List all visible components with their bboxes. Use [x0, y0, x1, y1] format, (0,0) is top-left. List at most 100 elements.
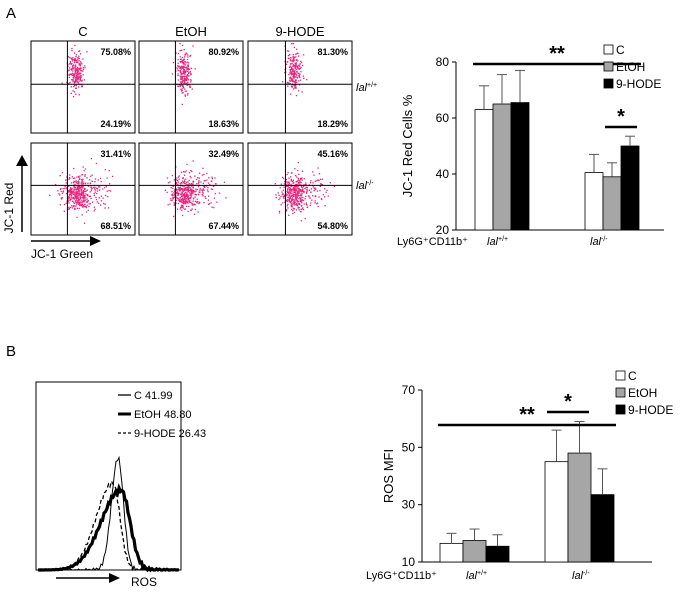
- flow-event-dot: [195, 193, 197, 196]
- flow-event-dot: [85, 199, 87, 201]
- flow-event-dot: [295, 209, 298, 211]
- bar-etoh: [567, 452, 592, 563]
- flow-event-dot: [199, 187, 201, 190]
- flow-event-dot: [81, 194, 83, 196]
- flow-event-dot: [78, 207, 80, 209]
- flow-event-dot: [175, 67, 177, 69]
- flow-event-dot: [196, 183, 198, 185]
- flow-event-dot: [292, 197, 294, 199]
- flow-event-dot: [87, 209, 89, 211]
- flow-event-dot: [94, 191, 96, 193]
- flow-event-dot: [75, 198, 77, 200]
- flow-event-dot: [190, 209, 192, 212]
- flow-event-dot: [181, 49, 183, 51]
- flow-event-dot: [290, 200, 292, 202]
- flow-event-dot: [293, 72, 295, 75]
- flow-event-dot: [70, 189, 72, 191]
- flow-event-dot: [172, 197, 174, 199]
- flow-event-dot: [79, 186, 81, 188]
- flow-event-dot: [182, 197, 184, 199]
- legend-swatch: [603, 44, 614, 55]
- flow-event-dot: [292, 194, 295, 196]
- flow-event-dot: [182, 207, 184, 209]
- flow-event-dot: [302, 199, 305, 201]
- flow-event-dot: [104, 203, 106, 205]
- flow-event-dot: [282, 189, 284, 191]
- flow-event-dot: [70, 190, 72, 193]
- flow-event-dot: [203, 185, 206, 188]
- flow-event-dot: [299, 197, 301, 199]
- flow-event-dot: [181, 56, 184, 59]
- flow-event-dot: [183, 61, 185, 63]
- x-category-label: lal-/-: [590, 236, 608, 248]
- flow-event-dot: [80, 201, 82, 203]
- flow-event-dot: [280, 183, 282, 185]
- flow-event-dot: [84, 200, 86, 202]
- flow-event-dot: [293, 193, 295, 195]
- flow-event-dot: [201, 174, 204, 176]
- flow-event-dot: [199, 202, 201, 204]
- flow-event-dot: [104, 169, 106, 171]
- flow-event-dot: [294, 79, 297, 81]
- flow-event-dot: [69, 177, 71, 180]
- flow-event-dot: [80, 62, 82, 64]
- flow-event-dot: [197, 182, 200, 184]
- flow-event-dot: [180, 67, 182, 69]
- flow-event-dot: [299, 180, 301, 182]
- flow-event-dot: [306, 186, 308, 188]
- flow-event-dot: [295, 68, 298, 71]
- flow-event-dot: [96, 188, 99, 190]
- flow-event-dot: [296, 71, 298, 73]
- flow-event-dot: [108, 189, 110, 192]
- flow-event-dot: [184, 79, 187, 81]
- flow-event-dot: [289, 192, 291, 194]
- flow-event-dot: [92, 186, 95, 189]
- flow-event-dot: [308, 189, 311, 191]
- flow-event-dot: [290, 193, 292, 195]
- flow-event-dot: [173, 202, 175, 204]
- flow-event-dot: [68, 76, 71, 79]
- flow-lower-quadrant-percent: 18.63%: [208, 119, 239, 129]
- flow-event-dot: [327, 195, 329, 197]
- flow-event-dot: [73, 202, 75, 204]
- flow-event-dot: [70, 192, 72, 194]
- flow-event-dot: [287, 191, 289, 193]
- flow-event-dot: [75, 72, 77, 74]
- flow-event-dot: [178, 84, 180, 86]
- flow-event-dot: [78, 63, 80, 65]
- flow-event-dot: [294, 194, 296, 196]
- flow-event-dot: [65, 179, 67, 181]
- flow-event-dot: [100, 204, 102, 206]
- flow-event-dot: [173, 189, 176, 191]
- flow-event-dot: [79, 67, 81, 69]
- flow-event-dot: [74, 177, 76, 179]
- flow-event-dot: [185, 52, 187, 54]
- flow-event-dot: [178, 188, 180, 190]
- flow-event-dot: [71, 207, 74, 209]
- flow-event-dot: [285, 63, 288, 65]
- flow-event-dot: [77, 198, 80, 201]
- flow-event-dot: [299, 204, 301, 206]
- flow-event-dot: [71, 188, 73, 191]
- flow-event-dot: [183, 58, 185, 60]
- flow-event-dot: [84, 190, 86, 193]
- flow-event-dot: [92, 201, 94, 203]
- flow-event-dot: [80, 189, 83, 192]
- flow-event-dot: [321, 184, 324, 186]
- flow-event-dot: [170, 187, 172, 189]
- flow-event-dot: [90, 197, 92, 199]
- flow-event-dot: [76, 78, 78, 80]
- flow-event-dot: [173, 194, 176, 196]
- flow-event-dot: [176, 189, 178, 191]
- flow-event-dot: [104, 207, 106, 209]
- flow-event-dot: [75, 55, 77, 58]
- flow-event-dot: [299, 177, 302, 179]
- flow-event-dot: [186, 195, 189, 197]
- flow-event-dot: [183, 193, 185, 195]
- flow-event-dot: [85, 193, 87, 195]
- flow-event-dot: [306, 79, 308, 81]
- flow-event-dot: [189, 79, 191, 81]
- flow-event-dot: [185, 78, 188, 80]
- flow-event-dot: [77, 197, 79, 199]
- flow-event-dot: [184, 56, 186, 58]
